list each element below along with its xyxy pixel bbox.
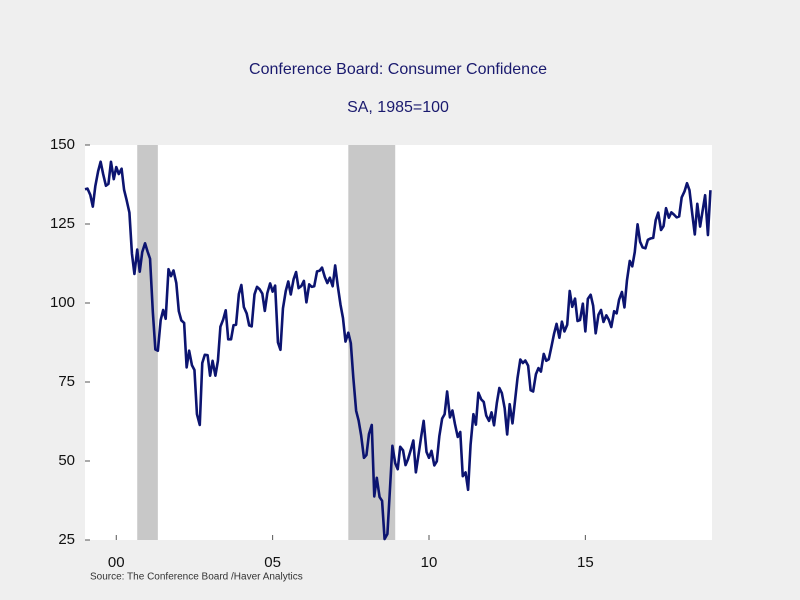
y-tick-label: 125 [50,215,75,232]
x-tick-label: 00 [108,554,125,571]
x-tick-label: 10 [421,554,438,571]
y-tick-label: 100 [50,294,75,311]
x-tick-label: 15 [577,554,594,571]
recession-band [348,145,396,540]
source-note: Source: The Conference Board /Haver Anal… [90,572,303,583]
recession-band [137,145,158,540]
y-tick-label: 150 [50,136,75,153]
chart-title: Conference Board: Consumer Confidence [249,61,547,78]
data-line [84,160,712,541]
plot-area [85,145,712,540]
y-tick-label: 25 [58,531,75,548]
chart-subtitle: SA, 1985=100 [347,99,449,116]
x-tick-label: 05 [264,554,281,571]
y-tick-label: 50 [58,452,75,469]
y-tick-label: 75 [58,373,75,390]
